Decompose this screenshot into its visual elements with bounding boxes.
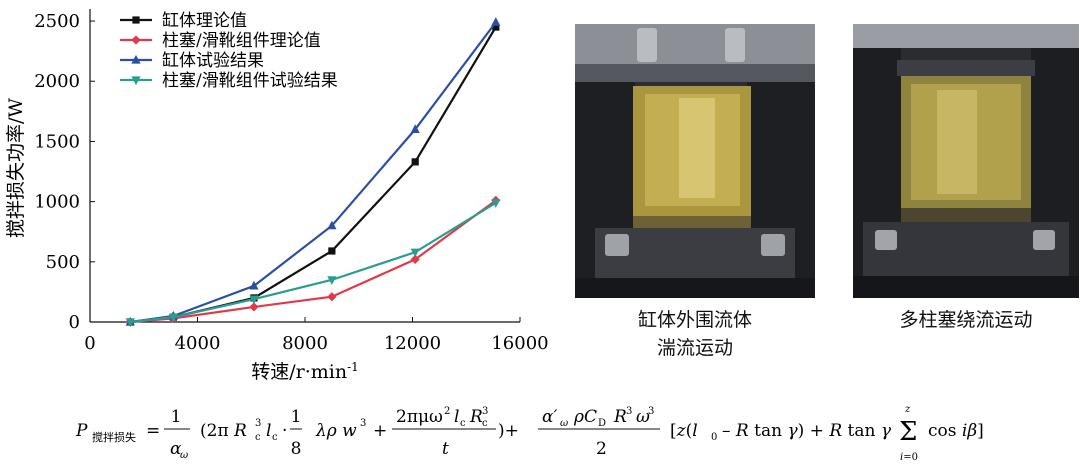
data-point-s0-4: [411, 158, 419, 166]
svg-text:3: 3: [255, 418, 261, 429]
svg-text:1: 1: [171, 407, 182, 427]
svg-text:l: l: [266, 421, 271, 441]
svg-text:2: 2: [596, 439, 607, 459]
data-point-s3-1: [168, 313, 178, 323]
svg-text:)+: )+: [498, 421, 519, 441]
data-point-s0-5: [492, 23, 500, 31]
data-point-s3-0: [125, 318, 135, 328]
legend-marker-3: [131, 76, 141, 86]
y-tick-label: 2500: [34, 11, 80, 32]
data-point-s0-3: [328, 247, 336, 255]
svg-text:8: 8: [291, 439, 302, 459]
svg-text:t: t: [442, 439, 449, 459]
svg-text:α: α: [170, 439, 182, 459]
svg-text:+: +: [373, 421, 387, 441]
svg-text:Σ: Σ: [899, 417, 917, 447]
left-photo-caption: 缸体外围流体 湍流运动: [637, 309, 752, 359]
legend-label-1: 柱塞/滑靴组件理论值: [162, 31, 321, 51]
power-loss-chart: 0 4000 8000 12000 1600005001000150020002500 …: [5, 9, 549, 383]
data-point-s3-2: [249, 295, 259, 305]
svg-text:c: c: [272, 432, 278, 443]
cylinder-turbulence-photo: [575, 24, 815, 298]
svg-text:R: R: [469, 407, 483, 427]
y-tick-label: 1000: [34, 192, 80, 213]
legend-marker-2: [131, 54, 141, 64]
right-photo-caption: 多柱塞绕流运动: [899, 309, 1033, 331]
x-tick-label: 12000: [384, 333, 441, 354]
y-axis-title: 搅拌损失功率/W: [5, 98, 27, 238]
data-point-s2-3: [327, 220, 337, 230]
svg-text:2πμω: 2πμω: [396, 407, 443, 427]
x-tick-label: 8000: [282, 333, 328, 354]
data-point-s1-3: [327, 292, 337, 302]
x-axis-title: 转速/r·min-1: [251, 360, 359, 383]
legend-marker-0: [132, 16, 140, 24]
data-point-s3-3: [327, 276, 337, 285]
x-tick-label: 16000: [491, 333, 548, 354]
y-tick-label: 2000: [34, 71, 80, 92]
data-point-s3-4: [410, 248, 420, 258]
data-point-s2-2: [249, 280, 259, 290]
svg-text:P: P: [75, 421, 88, 441]
series-line-3: [130, 201, 497, 324]
svg-text:3: 3: [360, 418, 366, 429]
svg-text:3: 3: [482, 406, 488, 417]
data-point-s2-5: [491, 17, 501, 26]
svg-text:l: l: [454, 407, 459, 427]
data-point-s2-4: [410, 124, 420, 133]
svg-text:搅拌损失: 搅拌损失: [92, 430, 136, 444]
svg-text:c: c: [482, 418, 488, 429]
data-point-s1-2: [249, 302, 259, 312]
svg-text:λρ w: λρ w: [315, 421, 357, 441]
svg-text:c: c: [255, 432, 261, 443]
svg-text:ρC: ρC: [573, 407, 597, 427]
legend-marker-1: [131, 35, 141, 45]
svg-text:α′: α′: [542, 407, 557, 427]
x-tick-label: 4000: [175, 333, 221, 354]
svg-text:i=0: i=0: [900, 452, 918, 463]
svg-text:(2π R: (2π R: [200, 421, 247, 441]
svg-text:2: 2: [444, 406, 450, 417]
svg-text:·: ·: [282, 421, 287, 441]
svg-text:– R tan γ) + R tan γ: – R tan γ) + R tan γ: [722, 421, 892, 441]
y-tick-label: 0: [69, 312, 80, 333]
svg-text:c: c: [460, 418, 466, 429]
legend-label-2: 缸体试验结果: [162, 50, 264, 71]
svg-text:D: D: [598, 418, 606, 429]
svg-text:0: 0: [711, 432, 717, 443]
svg-text:ω: ω: [560, 418, 568, 429]
data-point-s3-5: [491, 199, 501, 208]
svg-text:3: 3: [648, 406, 654, 417]
multi-plunger-flow-photo: [853, 24, 1079, 298]
svg-text:[z(l: [z(l: [670, 421, 698, 441]
legend-label-3: 柱塞/滑靴组件试验结果: [162, 71, 338, 91]
svg-text:=: =: [146, 421, 160, 441]
x-tick-label: 0: [84, 333, 95, 354]
svg-text:3: 3: [626, 406, 632, 417]
svg-text:R: R: [613, 407, 627, 427]
svg-text:z: z: [904, 404, 911, 415]
data-point-s1-4: [410, 254, 420, 264]
svg-text:cos iβ]: cos iβ]: [928, 421, 984, 441]
legend-label-0: 缸体理论值: [162, 10, 247, 31]
svg-text:1: 1: [291, 407, 302, 427]
svg-text:ω: ω: [180, 450, 188, 461]
y-tick-label: 1500: [34, 131, 80, 152]
y-tick-label: 500: [46, 252, 80, 273]
svg-text:ω: ω: [636, 407, 650, 427]
